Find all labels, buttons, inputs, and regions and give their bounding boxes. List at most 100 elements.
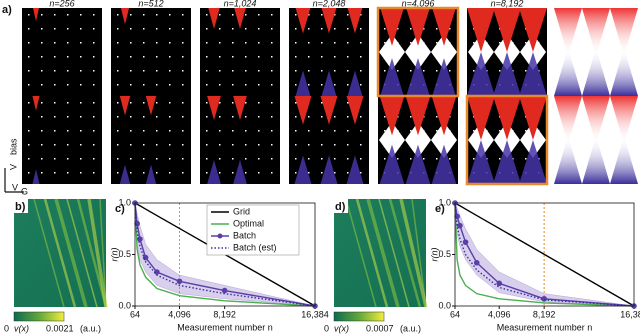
wedge [120, 8, 130, 25]
dot [360, 42, 362, 44]
dot [271, 84, 273, 86]
dot [117, 70, 119, 72]
dot [93, 130, 95, 132]
dot [130, 28, 132, 30]
dot [206, 42, 208, 44]
dot [258, 144, 260, 146]
dot [156, 172, 158, 174]
wedge [493, 140, 521, 184]
dot [360, 116, 362, 118]
dot [156, 14, 158, 16]
dot [308, 56, 310, 58]
dot [245, 116, 247, 118]
dot [360, 70, 362, 72]
x-tick-label: 8,192 [533, 309, 556, 319]
dot [156, 42, 158, 44]
dot [169, 158, 171, 160]
legend-entry: Optimal [233, 218, 264, 228]
dot [360, 144, 362, 146]
dot [130, 56, 132, 58]
dot [245, 28, 247, 30]
dot [182, 70, 184, 72]
dot [67, 130, 69, 132]
tile [554, 96, 638, 184]
dot [423, 70, 425, 72]
dot [130, 116, 132, 118]
dot [308, 144, 310, 146]
wedge [554, 96, 582, 145]
wedge [493, 96, 521, 140]
dot [54, 158, 56, 160]
dot [334, 144, 336, 146]
dot [321, 28, 323, 30]
dot [308, 28, 310, 30]
dot [156, 56, 158, 58]
dot [232, 144, 234, 146]
dot [321, 14, 323, 16]
dot [93, 70, 95, 72]
point [221, 287, 228, 294]
dot [295, 14, 297, 16]
v-gate: V [12, 182, 18, 192]
dot [347, 144, 349, 146]
dot [67, 14, 69, 16]
wedge [320, 96, 338, 125]
dot [28, 144, 30, 146]
wedge [294, 155, 312, 184]
streak [378, 198, 410, 308]
legend-entry: Batch (est) [233, 242, 277, 252]
dot [117, 144, 119, 146]
legend-entry: Grid [233, 206, 250, 216]
voltage-axes: V bias V G [4, 138, 28, 196]
dot [232, 130, 234, 132]
dot [41, 144, 43, 146]
wedge [493, 52, 521, 96]
v-bias: V [8, 164, 18, 170]
x-tick-label: 64 [450, 309, 460, 319]
dot [117, 172, 119, 174]
dot [28, 102, 30, 104]
dot [321, 158, 323, 160]
column-label: n=2,048 [313, 0, 346, 8]
dot [156, 116, 158, 118]
dot [130, 144, 132, 146]
wedge [208, 8, 220, 29]
dot [41, 172, 43, 174]
dot [308, 14, 310, 16]
plot-frame [134, 202, 316, 307]
dot [117, 56, 119, 58]
panel-label-bg [334, 199, 348, 213]
dot [258, 28, 260, 30]
wedge [582, 135, 610, 184]
point [134, 220, 140, 227]
dot [117, 130, 119, 132]
wedge [431, 96, 457, 136]
dot [54, 130, 56, 132]
y-axis-label: r(n) [109, 248, 119, 262]
dot [258, 56, 260, 58]
dot [143, 28, 145, 30]
dot [232, 84, 234, 86]
dot [271, 116, 273, 118]
panel-label: b) [15, 201, 26, 213]
streak [66, 198, 98, 308]
panel-label: a) [2, 4, 12, 16]
dot [295, 42, 297, 44]
dot [347, 172, 349, 174]
wedge [493, 8, 521, 52]
dot [143, 14, 145, 16]
wedge [554, 47, 582, 96]
wedge [519, 96, 547, 140]
point [462, 239, 469, 245]
dot [67, 84, 69, 86]
dot [156, 144, 158, 146]
wedge [610, 8, 638, 57]
streak [99, 198, 107, 308]
tile-bg [22, 8, 102, 96]
dot [130, 172, 132, 174]
white-region [405, 34, 431, 70]
dot [334, 28, 336, 30]
colorbar-max: 0.0007 [366, 323, 394, 333]
wedge [519, 52, 547, 96]
dot [93, 42, 95, 44]
